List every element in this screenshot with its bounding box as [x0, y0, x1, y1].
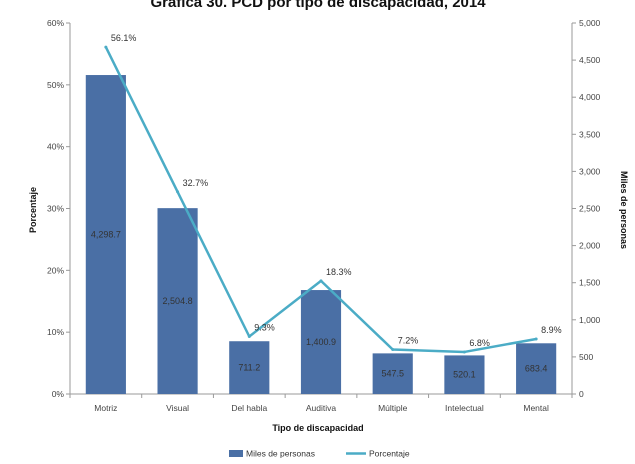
bar-data-label: 683.4 — [525, 364, 548, 374]
line-point — [391, 347, 395, 351]
y-tick-label-right: 0 — [579, 389, 584, 399]
x-tick-label: Del habla — [231, 403, 267, 413]
bar — [444, 355, 485, 394]
bar — [85, 75, 126, 394]
y-axis-title: Porcentaje — [28, 187, 38, 233]
bar — [516, 343, 557, 394]
legend-swatch-bars — [229, 450, 243, 457]
y-tick-label-right: 2,500 — [579, 204, 601, 214]
x-tick-label: Múltiple — [378, 403, 408, 413]
line-data-label: 18.3% — [326, 267, 352, 277]
line-data-label: 6.8% — [469, 338, 490, 348]
legend-label-bars: Miles de personas — [246, 449, 315, 459]
y-tick-label-right: 4,500 — [579, 55, 601, 65]
y-tick-label-right: 2,000 — [579, 241, 601, 251]
y-tick-label-right: 3,500 — [579, 129, 601, 139]
bar-data-label: 2,504.8 — [163, 296, 193, 306]
line-data-label: 56.1% — [111, 33, 137, 43]
y-tick-label-left: 10% — [47, 327, 64, 337]
y-tick-label-left: 50% — [47, 80, 64, 90]
line-point — [104, 45, 108, 49]
legend-label-line: Porcentaje — [369, 449, 410, 459]
y-tick-label-left: 60% — [47, 18, 64, 28]
bar-data-label: 4,298.7 — [91, 230, 121, 240]
x-tick-label: Auditiva — [306, 403, 337, 413]
bar — [300, 290, 342, 394]
y-tick-label-left: 0% — [52, 389, 65, 399]
y-tick-label-right: 4,000 — [579, 92, 601, 102]
plot-area: 0% 10% 20% 30% 40% 50% 60% 0 500 1,000 1,500 2,000 2… — [47, 18, 601, 413]
bar — [229, 341, 270, 394]
y-tick-label-right: 500 — [579, 352, 593, 362]
x-axis-title: Tipo de discapacidad — [272, 423, 363, 433]
x-tick-label: Intelectual — [445, 403, 484, 413]
line-data-label: 32.7% — [183, 178, 209, 188]
y-tick-label-right: 1,000 — [579, 315, 601, 325]
bar-data-label: 547.5 — [381, 369, 404, 379]
line-data-label: 9.3% — [254, 322, 275, 332]
bar-data-label: 520.1 — [453, 370, 476, 380]
line-point — [247, 334, 251, 338]
y-tick-label-right: 3,000 — [579, 166, 601, 176]
line-point — [319, 279, 323, 283]
y2-axis-title: Miles de personas — [619, 171, 629, 249]
bar-data-label: 711.2 — [238, 363, 260, 373]
x-tick-label: Mental — [523, 403, 549, 413]
x-tick-label: Visual — [166, 403, 189, 413]
line-point — [462, 350, 466, 354]
y-tick-label-left: 30% — [47, 204, 64, 214]
y-tick-label-left: 40% — [47, 142, 64, 152]
line-point — [176, 190, 180, 194]
y-tick-label-left: 20% — [47, 265, 64, 275]
line-data-label: 8.9% — [541, 325, 562, 335]
legend: Miles de personas Porcentaje — [229, 449, 410, 459]
line-point — [534, 337, 538, 341]
bar — [157, 208, 198, 394]
chart-title: Gráfica 30. PCD por tipo de discapacidad… — [150, 0, 486, 11]
y-tick-label-right: 5,000 — [579, 18, 601, 28]
line-data-label: 7.2% — [398, 335, 419, 345]
x-tick-label: Motriz — [94, 403, 117, 413]
bar-data-label: 1,400.9 — [306, 337, 336, 347]
bar — [372, 353, 413, 394]
y-tick-label-right: 1,500 — [579, 278, 601, 288]
